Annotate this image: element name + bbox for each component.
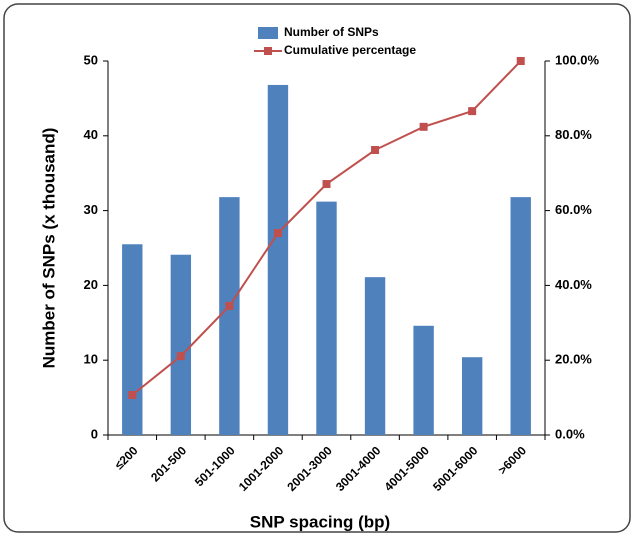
- bar: [170, 254, 192, 435]
- y-axis-title: Number of SNPs (x thousand): [39, 128, 58, 369]
- line-marker: [128, 390, 137, 399]
- y2-tick-label: 40.0%: [555, 277, 592, 292]
- y-tick-label: 0: [91, 426, 98, 441]
- bar: [461, 357, 483, 435]
- y-tick-label: 10: [84, 352, 98, 367]
- legend-swatch: [258, 27, 278, 39]
- y2-tick-label: 60.0%: [555, 202, 592, 217]
- line-marker: [176, 352, 185, 361]
- line-marker: [516, 57, 525, 65]
- x-axis-title: SNP spacing (bp): [250, 512, 390, 531]
- line-marker: [225, 301, 234, 310]
- line-marker: [322, 180, 331, 189]
- line-marker: [419, 122, 428, 131]
- bar: [122, 244, 143, 435]
- y-tick-label: 30: [84, 202, 98, 217]
- line-marker: [371, 146, 380, 155]
- bar: [267, 84, 289, 435]
- bar: [413, 325, 434, 435]
- line-marker: [468, 107, 477, 116]
- legend-label: Cumulative percentage: [284, 43, 416, 57]
- y2-tick-label: 80.0%: [555, 127, 592, 142]
- bar: [219, 197, 240, 435]
- line-marker: [273, 229, 282, 238]
- y-tick-label: 40: [84, 127, 98, 142]
- y2-tick-label: 20.0%: [555, 352, 592, 367]
- bar: [316, 201, 337, 435]
- y-tick-label: 50: [84, 52, 98, 67]
- legend-swatch: [264, 47, 272, 55]
- y2-tick-label: 0.0%: [555, 426, 585, 441]
- bar: [510, 197, 531, 435]
- legend-label: Number of SNPs: [284, 25, 379, 39]
- bar: [364, 277, 386, 435]
- y-tick-label: 20: [84, 277, 98, 292]
- y2-tick-label: 100.0%: [555, 52, 600, 67]
